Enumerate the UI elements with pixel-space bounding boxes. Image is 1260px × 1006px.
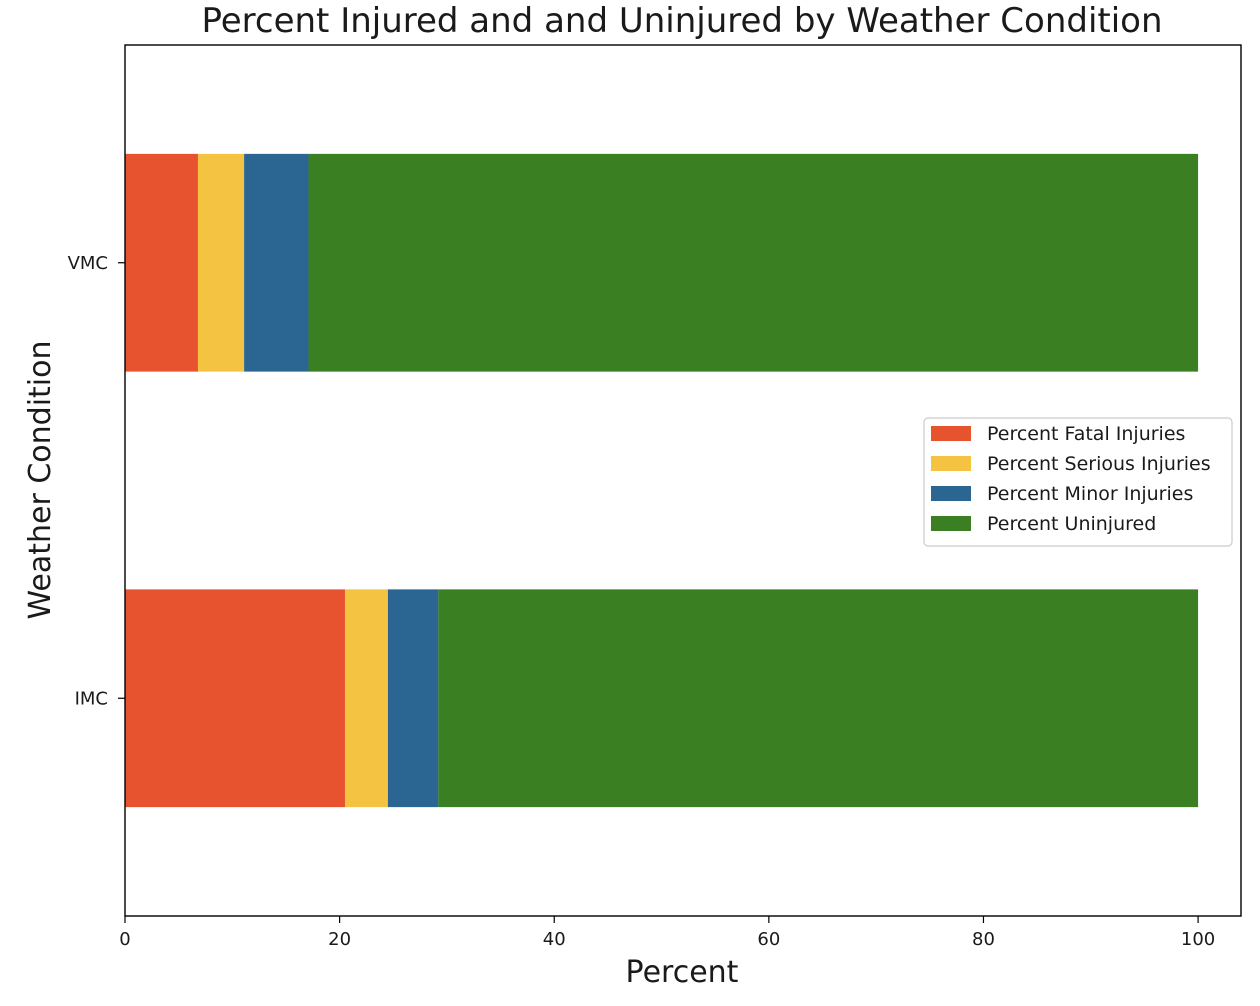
x-tick-label: 20 [328,929,351,950]
bar-vmc-percent-minor-injuries [244,153,309,372]
x-tick-label: 0 [119,929,130,950]
y-axis-label: Weather Condition [23,340,58,619]
bar-vmc-percent-serious-injuries [197,153,245,372]
chart-title: Percent Injured and and Uninjured by Wea… [201,1,1162,41]
x-tick-label: 80 [972,929,995,950]
x-tick-label: 40 [543,929,566,950]
legend-swatch [931,486,971,501]
bars-layer [125,153,1199,808]
x-tick-label: 60 [757,929,780,950]
bar-imc-percent-uninjured [438,589,1199,808]
legend-box [923,417,1233,547]
bar-imc-percent-minor-injuries [387,589,439,808]
x-axis-label: Percent [626,955,739,990]
axes-layer: 0 20 40 60 80 100 IMC VMC [68,44,1242,950]
y-tick-label-imc: IMC [75,688,108,709]
legend-swatch [931,516,971,531]
legend-label: Percent Serious Injuries [987,453,1211,475]
bar-imc-percent-serious-injuries [344,589,388,808]
bar-vmc-percent-fatal-injuries [125,153,198,372]
y-tick-label-vmc: VMC [68,253,108,274]
legend: Percent Fatal Injuries Percent Serious In… [923,417,1233,547]
bar-vmc-percent-uninjured [308,153,1199,372]
legend-swatch [931,426,971,441]
plot-frame [124,44,1242,917]
legend-label: Percent Uninjured [987,513,1156,535]
legend-label: Percent Minor Injuries [987,483,1193,505]
bar-imc-percent-fatal-injuries [125,589,345,808]
legend-swatch [931,456,971,471]
legend-label: Percent Fatal Injuries [987,423,1185,445]
x-tick-label: 100 [1181,929,1215,950]
